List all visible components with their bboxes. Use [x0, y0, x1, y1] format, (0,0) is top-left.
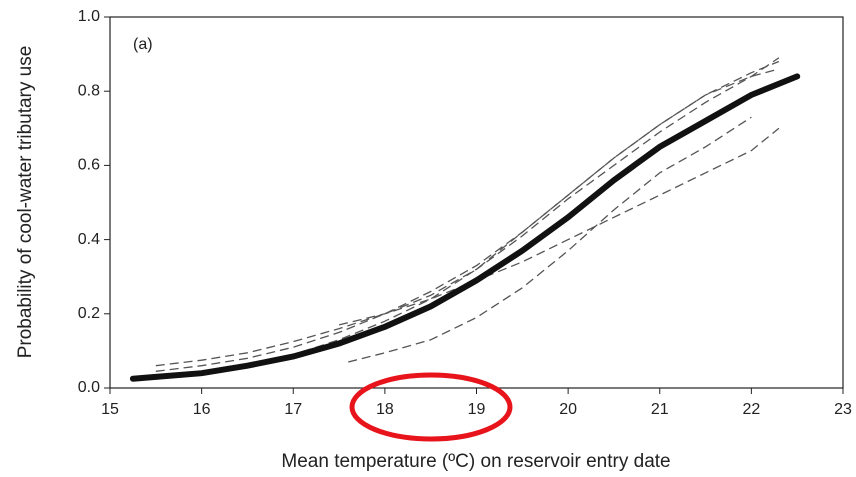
highlight-ellipse: [349, 372, 513, 442]
x-axis-label: Mean temperature (ºC) on reservoir entry…: [281, 451, 670, 472]
y-tick-label: 1.0: [78, 8, 100, 25]
dashed-curve: [348, 116, 752, 363]
x-tick-label: 21: [651, 401, 669, 418]
y-tick-label: 0.2: [78, 305, 100, 322]
x-tick-label: 17: [284, 401, 302, 418]
dashed-curve: [247, 68, 780, 365]
plot-frame: [109, 16, 844, 389]
annotation: (a): [133, 36, 153, 53]
y-tick-label: 0.0: [78, 379, 100, 396]
x-tick-label: 22: [742, 401, 760, 418]
x-tick-label: 18: [376, 401, 394, 418]
x-tick-label: 16: [193, 401, 211, 418]
x-tick-label: 23: [834, 401, 852, 418]
dashed-curve: [155, 60, 780, 372]
y-tick-label: 0.4: [78, 231, 100, 248]
x-tick-label: 15: [101, 401, 119, 418]
x-tick-label: 19: [468, 401, 486, 418]
dashed-curve: [155, 57, 780, 367]
x-tick-label: 20: [559, 401, 577, 418]
y-tick-label: 0.8: [78, 82, 100, 99]
dashed-curve: [338, 127, 780, 326]
fitted-curve: [129, 73, 801, 382]
y-axis-label: Probability of cool-water tributary use: [15, 46, 36, 359]
y-tick-label: 0.6: [78, 157, 100, 174]
